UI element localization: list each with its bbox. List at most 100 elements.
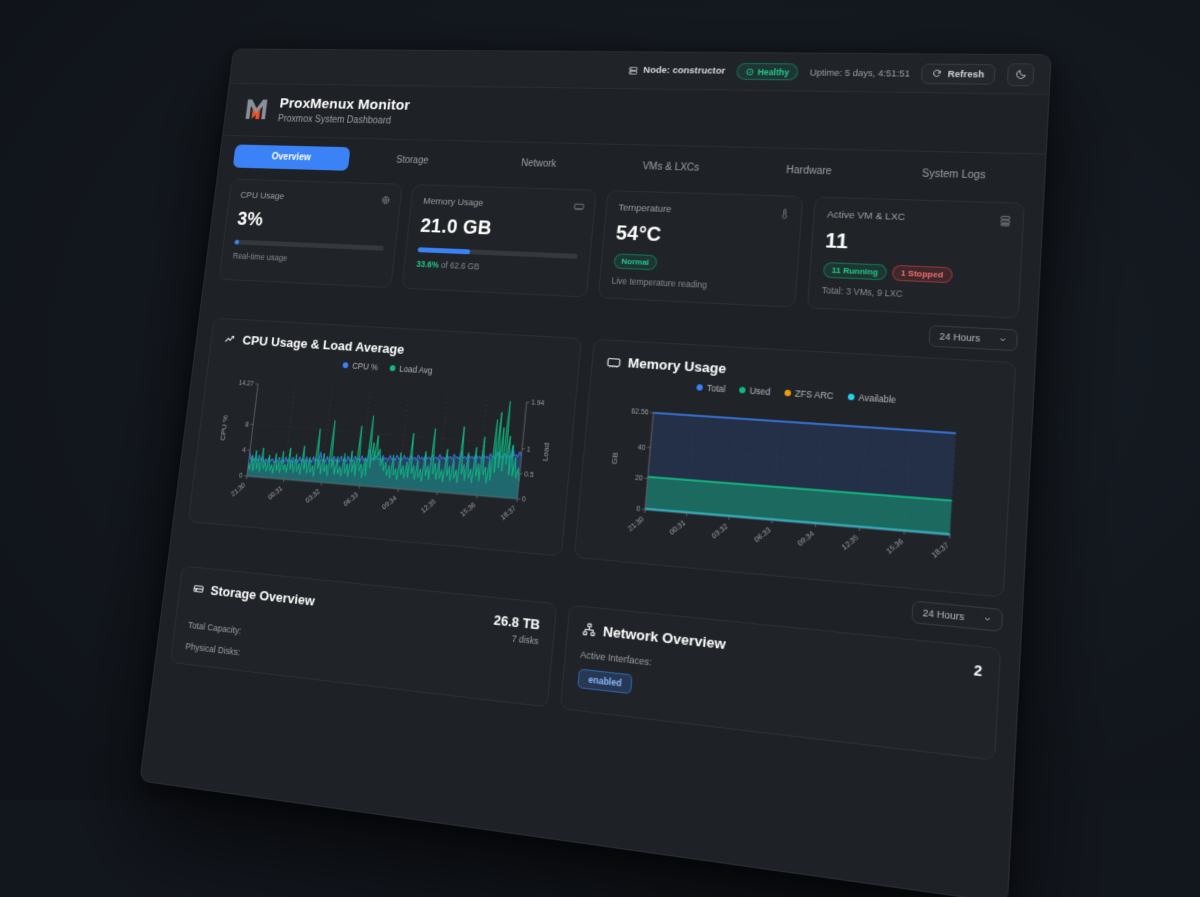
network-overview-panel: Network Overview 2 Active Interfaces: en…: [560, 605, 1001, 761]
memory-progress-bar: [418, 247, 578, 259]
cpu-progress-bar: [234, 240, 384, 251]
vm-card-label: Active VM & LXC: [827, 209, 1010, 227]
theme-toggle-button[interactable]: [1007, 63, 1035, 86]
svg-text:40: 40: [637, 444, 646, 452]
temperature-card: Temperature 54°C Normal Live temperature…: [597, 190, 803, 308]
svg-text:1: 1: [526, 446, 531, 454]
memory-usage-card: Memory Usage 21.0 GB 33.6% of 62.6 GB: [402, 184, 597, 297]
memory-card-icon: [606, 354, 621, 369]
node-label: Node: constructor: [643, 65, 726, 77]
server-icon: [628, 65, 639, 75]
check-circle-icon: [745, 67, 754, 75]
svg-text:Load: Load: [541, 443, 552, 462]
tab-overview[interactable]: Overview: [233, 144, 351, 170]
svg-text:62.56: 62.56: [631, 409, 649, 418]
memory-of-total: of 62.6 GB: [441, 260, 480, 272]
svg-text:09:34: 09:34: [797, 530, 816, 548]
svg-text:8: 8: [245, 421, 249, 428]
chevron-down-icon: [983, 614, 993, 624]
screen-background: Node: constructor Healthy Uptime: 5 days…: [0, 0, 1200, 800]
legend-item-total: Total: [696, 382, 726, 394]
hard-drive-icon: [192, 582, 205, 596]
legend-label-cpu: CPU %: [352, 361, 379, 372]
memory-stick-icon: [572, 199, 584, 217]
svg-text:03:32: 03:32: [305, 488, 322, 505]
svg-text:12:35: 12:35: [841, 534, 861, 552]
refresh-button[interactable]: Refresh: [921, 63, 996, 84]
svg-text:18:37: 18:37: [500, 505, 518, 522]
network-interface-count: 2: [973, 662, 982, 680]
node-indicator: Node: constructor: [628, 65, 726, 77]
svg-text:21:30: 21:30: [230, 482, 246, 498]
tab-network[interactable]: Network: [475, 150, 603, 178]
svg-text:CPU %: CPU %: [219, 415, 230, 441]
tab-vms-lxcs[interactable]: VMs & LXCs: [605, 153, 738, 181]
memory-chart-title: Memory Usage: [627, 355, 727, 376]
legend-item-load: Load Avg: [389, 363, 433, 376]
svg-text:0: 0: [636, 506, 641, 514]
proxmenux-m-logo-icon: [242, 95, 271, 123]
svg-text:03:32: 03:32: [711, 523, 730, 541]
svg-text:0: 0: [522, 497, 527, 505]
temperature-card-label: Temperature: [618, 202, 789, 219]
time-range-value-top: 24 Hours: [939, 331, 980, 344]
cpu-chart-title: CPU Usage & Load Average: [242, 333, 405, 357]
memory-card-footer: 33.6% of 62.6 GB: [416, 259, 577, 276]
health-label: Healthy: [757, 67, 789, 77]
svg-text:0.5: 0.5: [524, 471, 534, 479]
legend-item-cpu: CPU %: [343, 360, 379, 372]
legend-label-zfsarc: ZFS ARC: [795, 388, 834, 401]
legend-label-used: Used: [749, 385, 771, 397]
svg-text:15:36: 15:36: [460, 501, 478, 518]
storage-panel-title: Storage Overview: [210, 583, 316, 609]
cpu-chart-panel: CPU Usage & Load Average CPU % Load Avg …: [188, 318, 582, 557]
memory-chart-panel: Memory Usage Total Used ZFS ARC: [574, 339, 1017, 598]
memory-card-label: Memory Usage: [423, 196, 583, 212]
tab-system-logs[interactable]: System Logs: [882, 160, 1027, 190]
temperature-card-footer: Live temperature reading: [611, 275, 783, 293]
legend-dot-cpu: [343, 362, 349, 368]
legend-item-used: Used: [739, 385, 771, 398]
status-badge: Healthy: [736, 63, 799, 81]
storage-overview-panel: Storage Overview 26.8 TB 7 disks Total C…: [170, 565, 557, 707]
vm-stopped-badge: 1 Stopped: [892, 265, 953, 283]
network-status-chip: enabled: [577, 668, 633, 694]
legend-label-total: Total: [706, 383, 726, 395]
uptime-label: Uptime: 5 days, 4:51:51: [809, 67, 910, 78]
memory-percent: 33.6%: [416, 259, 440, 270]
svg-text:GB: GB: [610, 452, 620, 465]
network-panel-title: Network Overview: [602, 623, 726, 652]
trending-up-icon: [223, 332, 237, 346]
refresh-label: Refresh: [947, 68, 984, 79]
legend-dot-total: [696, 384, 703, 391]
page-title: ProxMenux Monitor: [279, 96, 411, 115]
tab-hardware[interactable]: Hardware: [740, 157, 879, 186]
storage-panel-header: Storage Overview: [192, 581, 316, 609]
legend-item-available: Available: [847, 391, 896, 405]
network-nodes-icon: [582, 622, 597, 637]
svg-text:00:31: 00:31: [267, 485, 283, 501]
svg-text:06:33: 06:33: [343, 491, 360, 508]
cpu-usage-card: CPU Usage 3% Real-time usage: [218, 179, 402, 288]
svg-text:1.94: 1.94: [531, 400, 545, 408]
cpu-card-footer: Real-time usage: [232, 251, 383, 267]
chevron-down-icon: [998, 335, 1008, 344]
cpu-card-value: 3%: [236, 209, 388, 236]
svg-text:06:33: 06:33: [754, 526, 773, 544]
page-subtitle: Proxmox System Dashboard: [277, 114, 409, 127]
legend-label-available: Available: [858, 392, 896, 405]
refresh-icon: [932, 69, 942, 78]
svg-text:18:37: 18:37: [931, 542, 951, 560]
legend-dot-zfsarc: [784, 390, 791, 397]
network-panel-header: Network Overview: [582, 621, 727, 652]
tab-storage[interactable]: Storage: [351, 147, 474, 174]
thermometer-icon: [778, 206, 791, 225]
legend-label-load: Load Avg: [399, 364, 433, 376]
cpu-chip-icon: [380, 193, 392, 211]
server-stack-icon: [999, 213, 1012, 233]
svg-text:0: 0: [239, 473, 243, 480]
time-range-value-mid: 24 Hours: [922, 607, 964, 622]
cpu-card-label: CPU Usage: [240, 190, 390, 205]
svg-text:00:31: 00:31: [669, 519, 688, 537]
